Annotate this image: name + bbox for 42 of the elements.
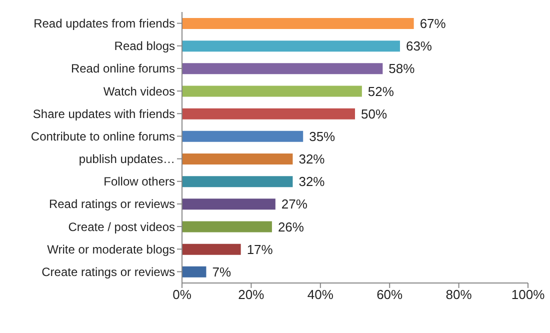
bar — [182, 221, 272, 232]
data-label: 32% — [298, 152, 326, 167]
x-tick-label: 0% — [172, 287, 192, 302]
y-tick-label: Share updates with friends — [32, 106, 175, 121]
data-label: 26% — [278, 219, 304, 234]
data-label: 50% — [361, 106, 388, 122]
bar — [182, 130, 304, 142]
bar — [182, 198, 276, 210]
y-tick-label: Write or moderate blogs — [47, 242, 175, 256]
bar — [182, 154, 293, 164]
x-tick-label: 100% — [511, 287, 546, 302]
x-tick-label: 60% — [376, 287, 404, 302]
y-tick-label: Create ratings or reviews — [42, 264, 175, 279]
y-tick-label: Follow others — [104, 174, 175, 189]
y-tick-label: Read ratings or reviews — [48, 197, 175, 212]
y-tick-label: Read blogs — [114, 39, 175, 54]
x-tick-label: 80% — [446, 287, 472, 302]
x-tick-label: 20% — [238, 287, 265, 302]
data-label: 32% — [298, 174, 326, 190]
y-tick-label: Watch videos — [103, 84, 175, 98]
data-label: 7% — [212, 264, 232, 280]
bar — [182, 108, 355, 120]
y-tick-label: Read updates from friends — [34, 16, 175, 31]
y-tick-label: publish updates… — [78, 152, 175, 166]
data-label: 35% — [309, 128, 336, 144]
data-label: 67% — [420, 16, 446, 32]
bar — [182, 244, 241, 255]
bar — [182, 266, 206, 278]
data-label: 17% — [246, 242, 274, 257]
x-tick-label: 40% — [307, 287, 334, 302]
data-label: 63% — [406, 38, 432, 54]
data-label: 58% — [388, 61, 416, 76]
data-label: 27% — [281, 196, 308, 212]
y-tick-label: Contribute to online forums — [30, 129, 175, 144]
y-tick-label: Create / post videos — [68, 220, 175, 234]
bar — [182, 40, 400, 52]
y-tick-label: Read online forums — [70, 62, 175, 76]
bar — [182, 176, 293, 188]
data-label: 52% — [368, 84, 394, 99]
bar — [182, 63, 383, 74]
bar — [182, 18, 414, 29]
bar — [182, 86, 362, 97]
